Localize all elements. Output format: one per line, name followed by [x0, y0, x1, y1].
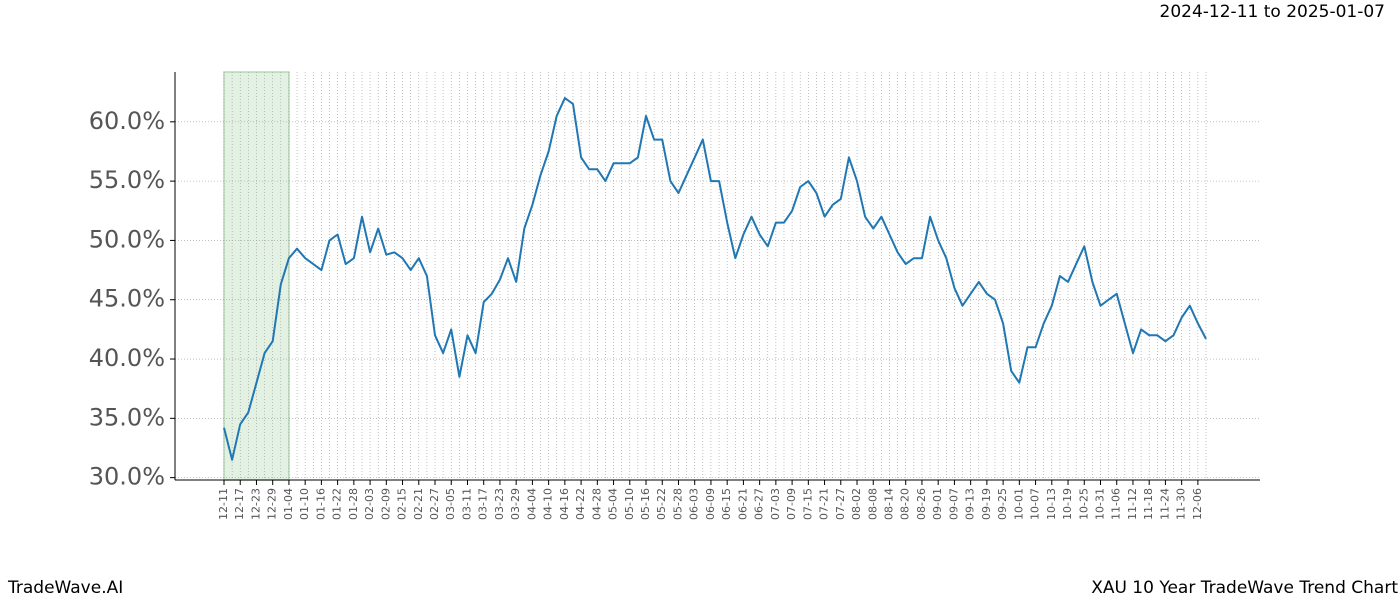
x-tick-label: 04-16 [558, 488, 571, 520]
x-tick-label: 05-10 [623, 488, 636, 520]
x-tick-label: 08-08 [866, 488, 879, 520]
x-tick-label: 09-07 [947, 488, 960, 520]
x-tick-label: 11-12 [1126, 488, 1139, 520]
x-tick-label: 01-04 [282, 488, 295, 520]
x-tick-label: 04-22 [574, 488, 587, 520]
x-tick-label: 06-03 [688, 488, 701, 520]
x-tick-label: 07-09 [785, 488, 798, 520]
x-tick-label: 01-22 [331, 488, 344, 520]
x-tick-label: 09-19 [980, 488, 993, 520]
x-tick-label: 11-06 [1110, 488, 1123, 520]
x-tick-label: 12-06 [1191, 488, 1204, 520]
x-tick-label: 03-29 [509, 488, 522, 520]
x-tick-label: 12-23 [249, 488, 262, 520]
x-tick-label: 07-21 [818, 488, 831, 520]
x-tick-label: 12-11 [217, 488, 230, 520]
x-tick-label: 08-20 [899, 488, 912, 520]
x-tick-label: 06-21 [736, 488, 749, 520]
x-tick-label: 12-29 [266, 488, 279, 520]
x-tick-label: 02-03 [363, 488, 376, 520]
x-tick-label: 06-27 [753, 488, 766, 520]
y-tick-label: 55.0% [89, 166, 165, 194]
x-tick-label: 10-19 [1061, 488, 1074, 520]
x-tick-label: 08-26 [915, 488, 928, 520]
x-tick-label: 02-27 [428, 488, 441, 520]
x-tick-label: 05-28 [671, 488, 684, 520]
x-tick-label: 08-02 [850, 488, 863, 520]
x-tick-label: 05-16 [639, 488, 652, 520]
x-tick-label: 01-10 [298, 488, 311, 520]
x-tick-label: 11-30 [1175, 488, 1188, 520]
x-tick-label: 06-09 [704, 488, 717, 520]
chart-caption: XAU 10 Year TradeWave Trend Chart [1091, 578, 1398, 598]
x-tick-label: 07-27 [834, 488, 847, 520]
x-tick-label: 07-03 [769, 488, 782, 520]
y-tick-label: 35.0% [89, 403, 165, 431]
x-tick-label: 10-13 [1045, 488, 1058, 520]
x-tick-label: 04-10 [542, 488, 555, 520]
x-tick-label: 11-18 [1142, 488, 1155, 520]
x-tick-label: 08-14 [882, 488, 895, 520]
x-tick-label: 09-13 [964, 488, 977, 520]
x-tick-label: 03-23 [493, 488, 506, 520]
x-tick-label: 02-21 [412, 488, 425, 520]
x-tick-label: 01-28 [347, 488, 360, 520]
x-tick-label: 10-07 [1029, 488, 1042, 520]
y-tick-label: 50.0% [89, 225, 165, 253]
y-tick-label: 30.0% [89, 463, 165, 491]
x-tick-label: 03-17 [477, 488, 490, 520]
brand: TradeWave.AI [7, 578, 123, 598]
y-tick-label: 60.0% [89, 107, 165, 135]
x-tick-label: 02-15 [396, 488, 409, 520]
x-tick-label: 04-28 [590, 488, 603, 520]
x-tick-label: 05-22 [655, 488, 668, 520]
x-tick-label: 10-31 [1093, 488, 1106, 520]
date-range: 2024-12-11 to 2025-01-07 [1160, 2, 1385, 22]
x-tick-label: 07-15 [801, 488, 814, 520]
x-tick-label: 01-16 [314, 488, 327, 520]
x-tick-label: 04-04 [525, 488, 538, 520]
x-tick-label: 10-01 [1012, 488, 1025, 520]
x-tick-label: 10-25 [1077, 488, 1090, 520]
x-tick-label: 03-05 [444, 488, 457, 520]
x-tick-label: 03-11 [460, 488, 473, 520]
x-tick-label: 02-09 [379, 488, 392, 520]
x-tick-label: 12-17 [233, 488, 246, 520]
y-tick-label: 40.0% [89, 344, 165, 372]
y-tick-label: 45.0% [89, 285, 165, 313]
x-tick-label: 09-01 [931, 488, 944, 520]
x-tick-label: 06-15 [720, 488, 733, 520]
x-tick-label: 09-25 [996, 488, 1009, 520]
x-tick-label: 11-24 [1158, 488, 1171, 520]
x-tick-label: 05-04 [607, 488, 620, 520]
series-line [223, 97, 1207, 461]
